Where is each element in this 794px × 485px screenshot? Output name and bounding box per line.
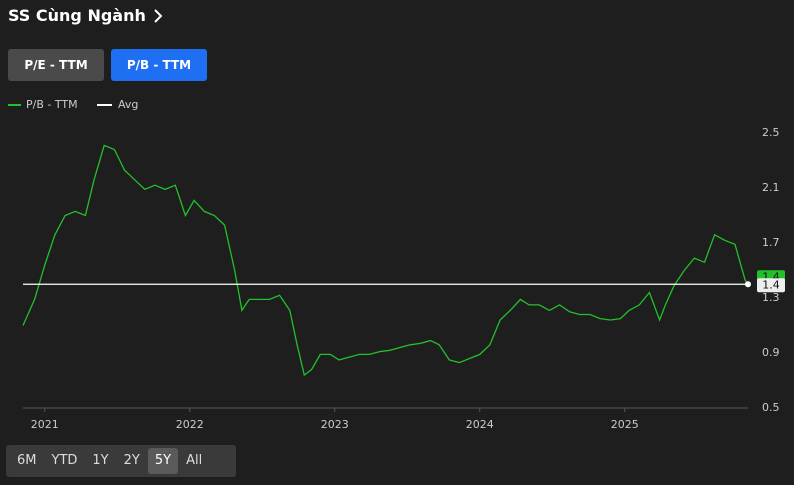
x-tick-label: 2025 — [611, 418, 639, 431]
range-selector: 6M YTD 1Y 2Y 5Y All — [6, 445, 236, 477]
legend-label: P/B - TTM — [26, 98, 78, 111]
y-tick-label: 0.9 — [762, 346, 780, 359]
line-series — [22, 144, 749, 377]
avg-badge — [757, 278, 785, 293]
y-tick-label: 2.1 — [762, 181, 780, 194]
tab-button[interactable]: P/E - TTM — [8, 49, 104, 81]
range-button[interactable]: 6M — [17, 453, 37, 468]
y-tick-label: 1.3 — [762, 291, 780, 304]
range-button[interactable]: 2Y — [123, 453, 140, 468]
x-tick-label: 2021 — [31, 418, 59, 431]
y-tick-label: 1.7 — [762, 236, 780, 249]
x-tick-label: 2023 — [321, 418, 349, 431]
avg-end-point — [745, 281, 751, 288]
x-tick-label: 2022 — [176, 418, 204, 431]
range-button-active[interactable]: 5Y — [147, 448, 179, 474]
x-tick-label: 2024 — [466, 418, 494, 431]
legend-label: Avg — [118, 98, 138, 111]
y-tick-label: 2.5 — [762, 126, 780, 139]
y-tick-label: 0.5 — [762, 401, 780, 414]
tab-button-active[interactable]: P/B - TTM — [111, 49, 207, 81]
chevron-icon[interactable] — [152, 4, 166, 28]
section-title[interactable]: SS Cùng Ngành — [8, 6, 146, 25]
range-button[interactable]: All — [186, 453, 203, 468]
range-button[interactable]: YTD — [51, 453, 78, 468]
avg-value-label: 1.4 — [762, 278, 780, 291]
range-button[interactable]: 1Y — [92, 453, 109, 468]
